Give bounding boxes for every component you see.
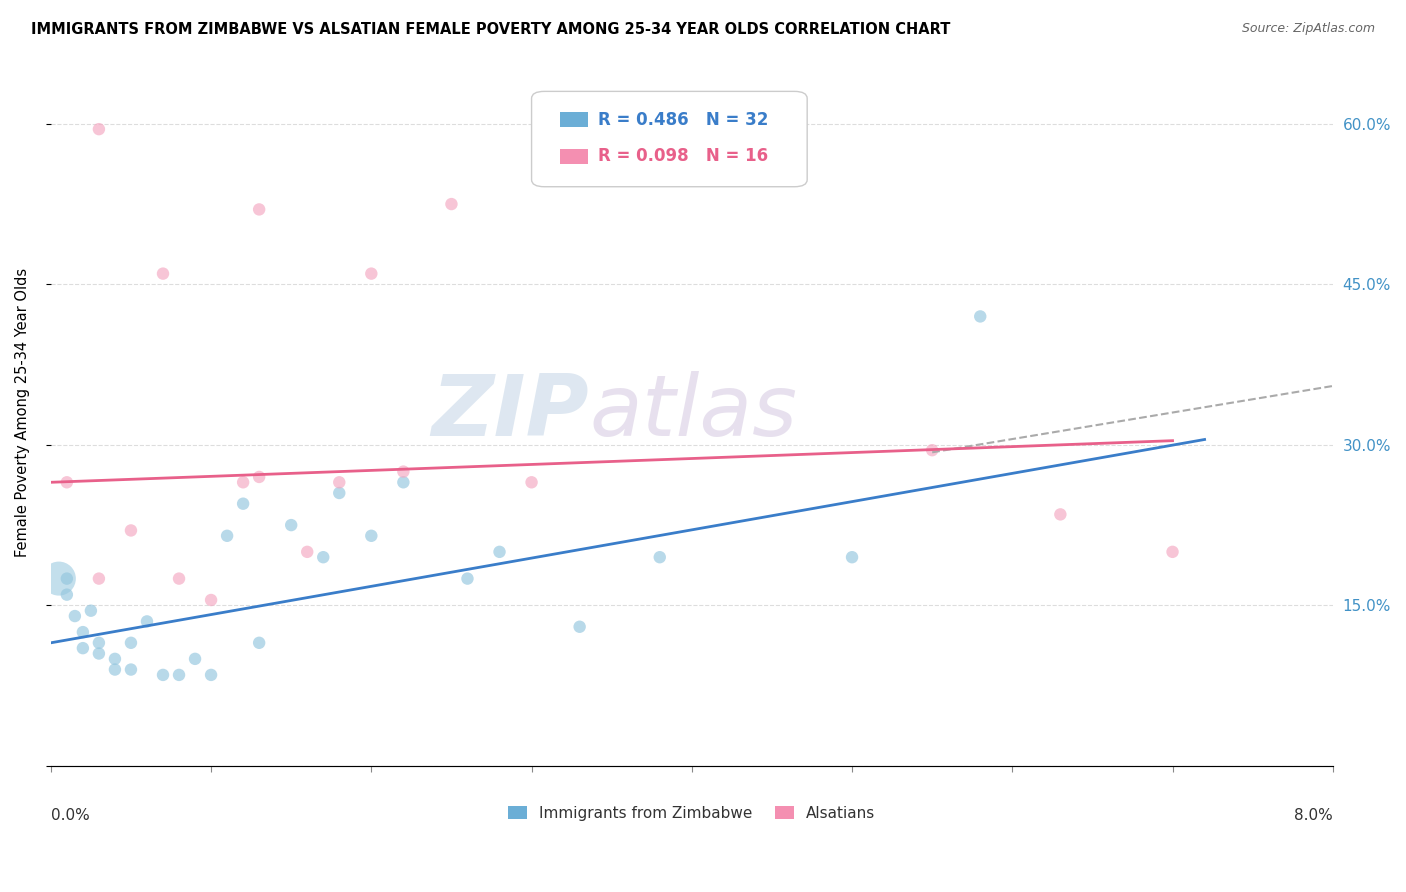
Point [568, 620, 591, 634]
Point [56, 588, 79, 602]
Point [104, 652, 127, 666]
Point [280, 518, 302, 533]
Point [87, 636, 110, 650]
FancyBboxPatch shape [560, 149, 588, 164]
Point [488, 545, 510, 559]
Point [297, 545, 319, 559]
Point [72, 625, 94, 640]
Point [167, 668, 190, 682]
Text: atlas: atlas [589, 371, 797, 454]
Point [56, 572, 79, 586]
Text: ZIP: ZIP [432, 371, 589, 454]
Point [247, 202, 270, 217]
Point [104, 663, 127, 677]
Point [1049, 508, 1071, 522]
Text: 8.0%: 8.0% [1294, 808, 1333, 823]
Point [312, 550, 335, 565]
Point [48, 572, 70, 586]
Point [152, 267, 174, 281]
Point [328, 486, 350, 500]
Point [87, 122, 110, 136]
Point [120, 636, 142, 650]
Point [648, 550, 671, 565]
Point [56, 475, 79, 490]
Point [247, 636, 270, 650]
Point [456, 572, 478, 586]
Point [217, 529, 239, 543]
Text: Source: ZipAtlas.com: Source: ZipAtlas.com [1241, 22, 1375, 36]
Point [63, 609, 86, 624]
Point [152, 668, 174, 682]
FancyBboxPatch shape [560, 112, 588, 128]
Point [392, 475, 415, 490]
Point [969, 310, 991, 324]
Point [247, 470, 270, 484]
Point [360, 529, 382, 543]
Point [520, 475, 543, 490]
Point [120, 663, 142, 677]
Point [232, 497, 254, 511]
Point [87, 647, 110, 661]
Legend: Immigrants from Zimbabwe, Alsatians: Immigrants from Zimbabwe, Alsatians [503, 801, 880, 825]
Point [921, 443, 943, 458]
Point [167, 572, 190, 586]
Point [184, 652, 207, 666]
Point [87, 572, 110, 586]
Point [328, 475, 350, 490]
Point [232, 475, 254, 490]
Y-axis label: Female Poverty Among 25-34 Year Olds: Female Poverty Among 25-34 Year Olds [15, 268, 30, 558]
Point [136, 615, 159, 629]
Text: IMMIGRANTS FROM ZIMBABWE VS ALSATIAN FEMALE POVERTY AMONG 25-34 YEAR OLDS CORREL: IMMIGRANTS FROM ZIMBABWE VS ALSATIAN FEM… [31, 22, 950, 37]
Point [72, 641, 94, 656]
Point [1161, 545, 1184, 559]
Point [200, 668, 222, 682]
Text: R = 0.098   N = 16: R = 0.098 N = 16 [598, 147, 768, 165]
Text: R = 0.486   N = 32: R = 0.486 N = 32 [598, 111, 769, 128]
Point [841, 550, 863, 565]
Point [360, 267, 382, 281]
FancyBboxPatch shape [531, 91, 807, 186]
Point [120, 524, 142, 538]
Point [200, 593, 222, 607]
Point [392, 465, 415, 479]
Point [440, 197, 463, 211]
Text: 0.0%: 0.0% [51, 808, 90, 823]
Point [80, 604, 103, 618]
